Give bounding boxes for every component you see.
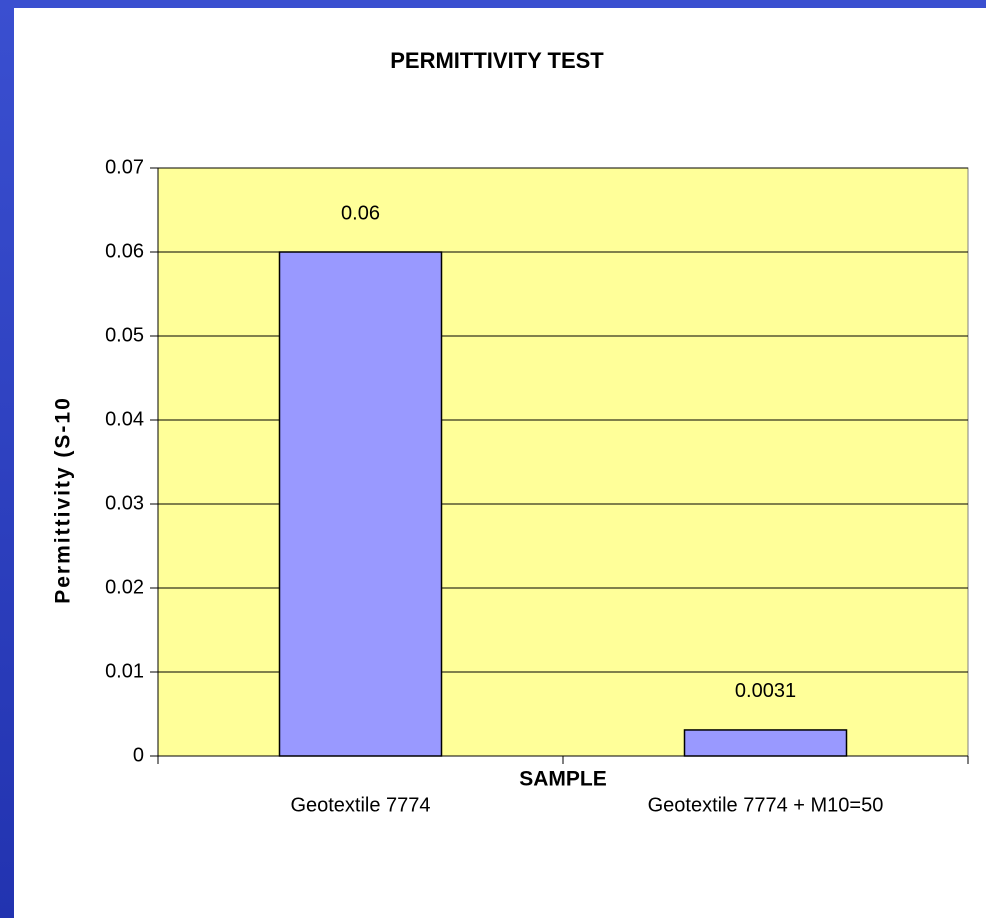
y-axis-title: Permittivity (S-10 (52, 396, 75, 604)
y-tick-label: 0 (133, 744, 144, 766)
bar (683, 729, 848, 757)
y-tick-label: 0.06 (105, 240, 144, 262)
y-tick-label: 0.07 (105, 156, 144, 178)
x-axis-title: SAMPLE (519, 768, 607, 791)
data-label: 0.0031 (735, 680, 796, 702)
y-tick-label: 0.01 (105, 660, 144, 682)
data-label: 0.06 (341, 202, 380, 224)
y-tick-label: 0.04 (105, 408, 144, 430)
y-tick-label: 0.05 (105, 324, 144, 346)
bar (278, 251, 443, 757)
y-tick-label: 0.02 (105, 576, 144, 598)
x-tick-label: Geotextile 7774 (290, 794, 430, 816)
chart-title: PERMITTIVITY TEST (390, 48, 604, 73)
y-tick-label: 0.03 (105, 492, 144, 514)
x-tick-label: Geotextile 7774 + M10=50 (648, 794, 884, 816)
